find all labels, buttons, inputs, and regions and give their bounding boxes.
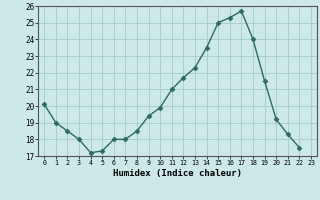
X-axis label: Humidex (Indice chaleur): Humidex (Indice chaleur) [113, 169, 242, 178]
